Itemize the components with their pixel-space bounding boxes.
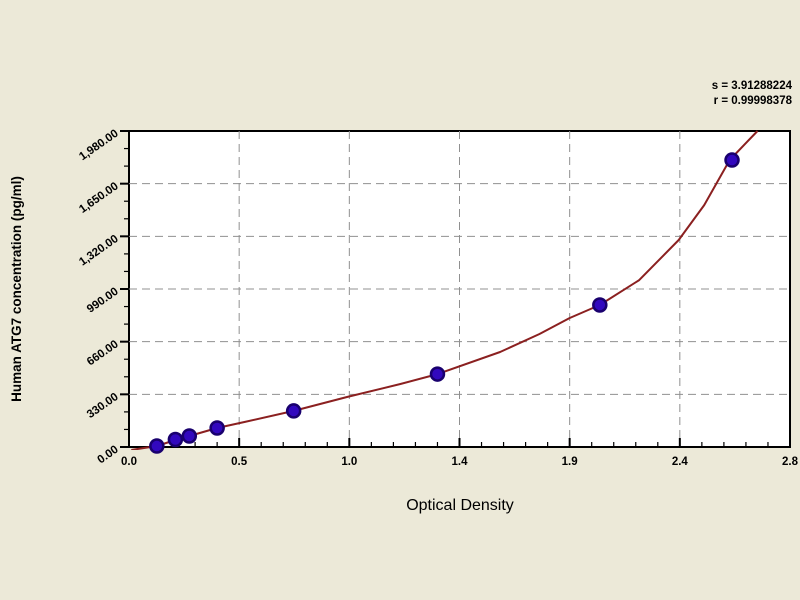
x-tick-label: 2.4 bbox=[672, 456, 689, 468]
x-tick-label: 0.0 bbox=[121, 456, 137, 468]
data-point bbox=[429, 366, 446, 382]
y-tick-label: 0.00 bbox=[95, 444, 120, 467]
x-tick-label: 1.4 bbox=[452, 456, 469, 468]
x-tick-label: 2.8 bbox=[782, 456, 799, 468]
data-point bbox=[181, 428, 198, 444]
x-tick-label: 1.0 bbox=[341, 456, 357, 468]
plot-layer: 0.0 0.5 1.0 1.4 1.9 2.4 2.8 0.00 330.00 660.00 990… bbox=[77, 128, 798, 468]
y-tick-label: 660.00 bbox=[85, 338, 121, 368]
data-point bbox=[285, 403, 302, 419]
y-tick-label: 1,650.00 bbox=[77, 180, 121, 216]
y-tick-label: 990.00 bbox=[85, 286, 121, 316]
y-axis-title: Human ATG7 concentration (pg/ml) bbox=[9, 176, 24, 402]
x-tick-label: 1.9 bbox=[562, 456, 578, 468]
data-point bbox=[209, 420, 225, 436]
y-tick-label: 1,320.00 bbox=[77, 233, 121, 269]
stat-standard-error: s = 3.91288224 bbox=[712, 80, 793, 92]
y-tick-label: 1,980.00 bbox=[77, 128, 121, 164]
x-axis-title: Optical Density bbox=[406, 497, 514, 514]
y-tick-label: 330.00 bbox=[85, 391, 121, 421]
x-tick-label: 0.5 bbox=[231, 456, 248, 468]
data-point bbox=[167, 431, 184, 448]
data-point bbox=[149, 438, 165, 454]
stat-correlation: r = 0.99998378 bbox=[714, 95, 793, 107]
data-point bbox=[592, 297, 608, 313]
data-point bbox=[724, 152, 740, 168]
